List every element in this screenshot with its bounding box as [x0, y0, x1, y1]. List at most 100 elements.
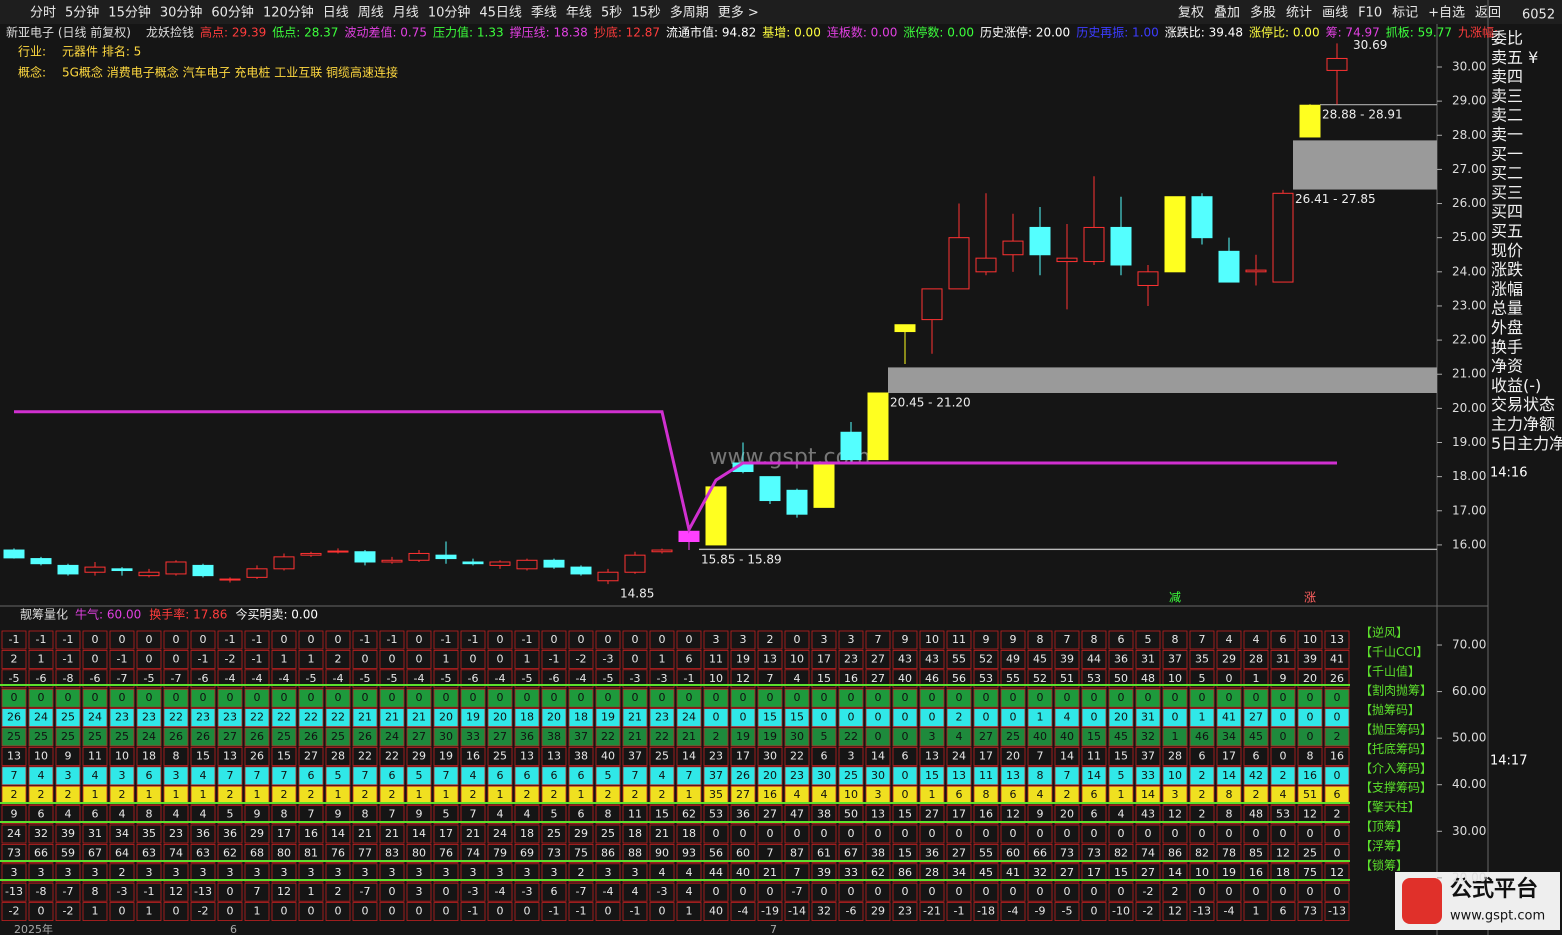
cell	[676, 902, 702, 921]
cell	[244, 669, 270, 689]
toolbar-item[interactable]: 日线	[323, 6, 349, 21]
toolbar-item[interactable]: 30分钟	[160, 5, 203, 21]
panel-label[interactable]: 换手	[1491, 337, 1523, 356]
toolbar-item[interactable]: 60分钟	[211, 5, 254, 21]
cell	[676, 805, 702, 824]
cell-value: 23	[655, 711, 669, 724]
cell-value: 12	[1006, 808, 1020, 821]
panel-label[interactable]: 卖二	[1491, 106, 1523, 125]
toolbar-item[interactable]: 多股	[1250, 5, 1276, 21]
panel-label[interactable]: 卖一	[1491, 125, 1523, 144]
cell	[1054, 630, 1080, 650]
toolbar-item[interactable]: 10分钟	[428, 5, 471, 21]
row-label: 【千山值】	[1360, 663, 1420, 678]
cell-value: 0	[1334, 846, 1341, 859]
cell-value: 6	[92, 808, 99, 821]
cell	[622, 766, 648, 786]
cell	[1243, 630, 1269, 650]
panel-label[interactable]: 卖五 ¥	[1491, 48, 1538, 67]
panel-label[interactable]: 外盘	[1491, 318, 1523, 337]
cell	[1216, 688, 1242, 708]
cell-value: 48	[1249, 808, 1263, 821]
candle-body	[489, 561, 511, 566]
panel-label[interactable]: 买三	[1491, 183, 1523, 202]
cell-value: 37	[1141, 749, 1155, 762]
panel-label[interactable]: 5日主力净	[1491, 434, 1562, 453]
toolbar-item[interactable]: 复权	[1178, 5, 1204, 21]
cell-value: 15	[898, 808, 912, 821]
toolbar-item[interactable]: 叠加	[1214, 6, 1240, 21]
cell	[1243, 727, 1269, 747]
toolbar-item[interactable]: 月线	[393, 6, 419, 21]
panel-label[interactable]: 买四	[1491, 202, 1523, 221]
cell	[595, 650, 621, 669]
cell-value: -2	[63, 905, 74, 918]
toolbar-item[interactable]: F10	[1358, 6, 1382, 21]
cell-value: 14	[1141, 788, 1155, 801]
cell-value: 25	[7, 730, 21, 743]
toolbar-item[interactable]: 统计	[1286, 6, 1312, 21]
cell	[838, 747, 864, 766]
toolbar-item[interactable]: 多周期	[670, 5, 709, 21]
cell	[82, 650, 108, 669]
panel-label[interactable]: 收益(-)	[1491, 376, 1541, 395]
cell	[946, 688, 972, 708]
indicator-name[interactable]: 龙妖捡钱	[146, 25, 194, 40]
toolbar-item[interactable]: +自选	[1428, 6, 1465, 21]
cell-value: 0	[659, 633, 666, 646]
cell-value: 14	[1087, 769, 1101, 782]
panel-label[interactable]: 委比	[1491, 29, 1523, 48]
cell	[55, 669, 81, 689]
cell-value: 25	[34, 730, 48, 743]
toolbar-item[interactable]: 返回	[1475, 6, 1501, 21]
panel-label[interactable]: 卖三	[1491, 86, 1523, 105]
cell	[892, 688, 918, 708]
toolbar-item[interactable]: 15分钟	[108, 5, 151, 21]
toolbar-item[interactable]: 45日线	[479, 6, 522, 21]
cell-value: -6	[198, 672, 209, 685]
panel-label[interactable]: 买一	[1491, 144, 1523, 163]
panel-label[interactable]: 涨幅	[1491, 279, 1523, 298]
cell-value: 36	[925, 846, 939, 859]
toolbar-item[interactable]: 标记	[1392, 6, 1418, 21]
panel-label[interactable]: 买二	[1491, 164, 1523, 183]
cell	[784, 708, 810, 727]
toolbar-item[interactable]: 年线	[566, 6, 592, 21]
toolbar-item[interactable]: 分时	[30, 6, 56, 21]
info-item: 抓板: 59.77	[1386, 26, 1452, 40]
cell	[568, 785, 594, 805]
toolbar-item[interactable]: 15秒	[631, 6, 661, 21]
toolbar-item[interactable]: 更多 >	[718, 5, 759, 21]
cell	[217, 688, 243, 708]
cell-value: 3	[38, 866, 45, 879]
panel-label[interactable]: 涨跌	[1491, 260, 1523, 279]
toolbar-item[interactable]: 季线	[531, 6, 557, 21]
cell	[460, 882, 486, 902]
panel-label[interactable]: 现价	[1491, 241, 1523, 260]
toolbar-item[interactable]: 周线	[358, 6, 384, 21]
panel-label[interactable]: 买五	[1491, 222, 1523, 241]
cell	[82, 844, 108, 863]
cell-value: 0	[524, 691, 531, 704]
cell-value: 26	[304, 730, 318, 743]
cell-value: -3	[522, 885, 533, 898]
toolbar-item[interactable]: 画线	[1322, 6, 1348, 21]
panel-label[interactable]: 总量	[1491, 299, 1523, 318]
panel-label[interactable]: 交易状态	[1491, 395, 1555, 414]
cell-value: 19	[763, 730, 777, 743]
panel-label[interactable]: 主力净额	[1491, 415, 1555, 434]
panel-label[interactable]: 卖四	[1491, 67, 1523, 86]
stock-name[interactable]: 新亚电子 (日线 前复权)	[6, 25, 131, 40]
cell-value: 2	[956, 711, 963, 724]
cell-value: 6	[1280, 633, 1287, 646]
toolbar-item[interactable]: 5秒	[601, 6, 622, 21]
cell	[55, 727, 81, 747]
candle-body	[867, 392, 889, 461]
cell	[676, 785, 702, 805]
row-label: 【抛筹码】	[1360, 702, 1420, 717]
toolbar-item[interactable]: 120分钟	[263, 5, 314, 21]
cell-value: 1	[443, 652, 450, 665]
panel-label[interactable]: 净资	[1491, 357, 1523, 376]
toolbar-item[interactable]: 5分钟	[65, 5, 99, 21]
cell-value: 0	[1334, 769, 1341, 782]
